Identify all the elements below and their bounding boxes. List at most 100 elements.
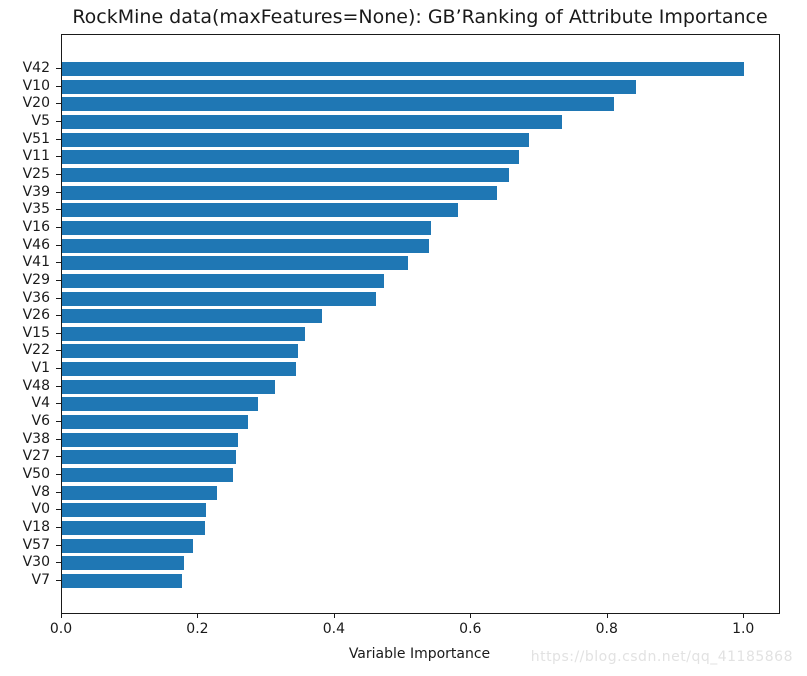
y-tick-label-V39: V39 bbox=[22, 183, 50, 200]
y-tick-mark bbox=[56, 544, 61, 546]
y-tick-label-V11: V11 bbox=[22, 148, 50, 165]
y-tick-label-V6: V6 bbox=[31, 413, 50, 430]
y-tick-label-V29: V29 bbox=[22, 271, 50, 288]
y-tick-mark bbox=[56, 209, 61, 211]
y-tick-label-V30: V30 bbox=[22, 554, 50, 571]
x-tick-mark bbox=[743, 613, 745, 618]
y-tick-label-V41: V41 bbox=[22, 254, 50, 271]
y-tick-label-V18: V18 bbox=[22, 519, 50, 536]
bar-V35 bbox=[62, 203, 459, 218]
y-tick-mark bbox=[56, 368, 61, 370]
y-tick-label-V7: V7 bbox=[31, 571, 50, 588]
y-tick-label-V15: V15 bbox=[22, 324, 50, 341]
y-tick-label-V8: V8 bbox=[31, 483, 50, 500]
plot-area bbox=[61, 34, 780, 614]
x-tick-label: 0.0 bbox=[49, 621, 73, 637]
x-tick-label: 0.8 bbox=[595, 621, 618, 637]
y-tick-mark bbox=[56, 332, 61, 334]
bar-V6 bbox=[62, 415, 249, 430]
bar-V15 bbox=[62, 326, 305, 341]
y-tick-mark bbox=[56, 385, 61, 387]
y-tick-label-V46: V46 bbox=[22, 236, 50, 253]
y-tick-label-V51: V51 bbox=[22, 130, 50, 147]
bar-V20 bbox=[62, 97, 614, 112]
y-tick-mark bbox=[56, 173, 61, 175]
y-tick-mark bbox=[56, 403, 61, 405]
x-tick-label: 0.2 bbox=[186, 621, 209, 637]
bar-V1 bbox=[62, 362, 296, 377]
y-tick-label-V1: V1 bbox=[31, 360, 50, 377]
y-tick-label-V10: V10 bbox=[22, 77, 50, 94]
x-tick-mark bbox=[606, 613, 608, 618]
y-tick-label-V22: V22 bbox=[22, 342, 50, 359]
y-tick-mark bbox=[56, 527, 61, 529]
y-tick-label-V36: V36 bbox=[22, 289, 50, 306]
y-tick-mark bbox=[56, 562, 61, 564]
x-tick-label: 0.6 bbox=[459, 621, 482, 637]
y-tick-mark bbox=[56, 491, 61, 493]
watermark: https://blog.csdn.net/qq_41185868 bbox=[530, 649, 793, 665]
y-tick-mark bbox=[56, 68, 61, 69]
y-tick-mark bbox=[56, 474, 61, 476]
bar-V7 bbox=[62, 573, 183, 588]
y-tick-mark bbox=[56, 156, 61, 158]
y-tick-mark bbox=[56, 297, 61, 299]
y-tick-mark bbox=[56, 579, 61, 581]
bar-V27 bbox=[62, 450, 236, 465]
y-tick-mark bbox=[56, 456, 61, 458]
bar-V51 bbox=[62, 132, 530, 147]
bar-V16 bbox=[62, 220, 432, 235]
bar-V0 bbox=[62, 503, 206, 518]
bar-V4 bbox=[62, 397, 258, 412]
x-tick-label: 1.0 bbox=[732, 621, 755, 637]
bar-V26 bbox=[62, 309, 322, 324]
y-tick-label-V26: V26 bbox=[22, 307, 50, 324]
y-tick-label-V38: V38 bbox=[22, 430, 50, 447]
y-tick-mark bbox=[56, 138, 61, 140]
bar-V29 bbox=[62, 273, 384, 288]
bar-V41 bbox=[62, 256, 408, 271]
bar-V39 bbox=[62, 185, 498, 200]
y-tick-label-V50: V50 bbox=[22, 466, 50, 483]
bar-V18 bbox=[62, 521, 206, 536]
bar-V38 bbox=[62, 432, 238, 447]
y-tick-mark bbox=[56, 279, 61, 281]
bar-V30 bbox=[62, 556, 185, 571]
y-tick-label-V35: V35 bbox=[22, 201, 50, 218]
bar-V36 bbox=[62, 291, 376, 306]
x-tick-mark bbox=[197, 613, 199, 618]
y-tick-mark bbox=[56, 226, 61, 228]
y-tick-mark bbox=[56, 350, 61, 352]
bar-V11 bbox=[62, 150, 520, 165]
x-tick-mark bbox=[61, 613, 62, 618]
y-tick-label-V27: V27 bbox=[22, 448, 50, 465]
bar-V5 bbox=[62, 114, 563, 129]
bar-V48 bbox=[62, 379, 275, 394]
y-tick-mark bbox=[56, 120, 61, 122]
bar-V46 bbox=[62, 238, 430, 253]
y-tick-label-V5: V5 bbox=[31, 112, 50, 129]
y-tick-label-V25: V25 bbox=[22, 165, 50, 182]
y-tick-label-V16: V16 bbox=[22, 218, 50, 235]
y-tick-mark bbox=[56, 315, 61, 317]
x-tick-mark bbox=[333, 613, 335, 618]
y-tick-label-V48: V48 bbox=[22, 377, 50, 394]
y-tick-mark bbox=[56, 191, 61, 193]
y-tick-mark bbox=[56, 103, 61, 105]
y-tick-label-V0: V0 bbox=[31, 501, 50, 518]
y-tick-mark bbox=[56, 438, 61, 440]
x-tick-mark bbox=[470, 613, 472, 618]
x-axis-label: Variable Importance bbox=[348, 646, 491, 662]
y-tick-label-V42: V42 bbox=[22, 60, 50, 76]
bar-V50 bbox=[62, 468, 234, 483]
x-tick-label: 0.4 bbox=[322, 621, 345, 637]
y-tick-mark bbox=[56, 509, 61, 511]
y-tick-label-V4: V4 bbox=[31, 395, 50, 412]
y-tick-mark bbox=[56, 85, 61, 87]
y-tick-mark bbox=[56, 244, 61, 246]
y-tick-mark bbox=[56, 421, 61, 423]
bar-V8 bbox=[62, 485, 217, 500]
bar-V25 bbox=[62, 167, 509, 182]
bar-V10 bbox=[62, 79, 637, 94]
